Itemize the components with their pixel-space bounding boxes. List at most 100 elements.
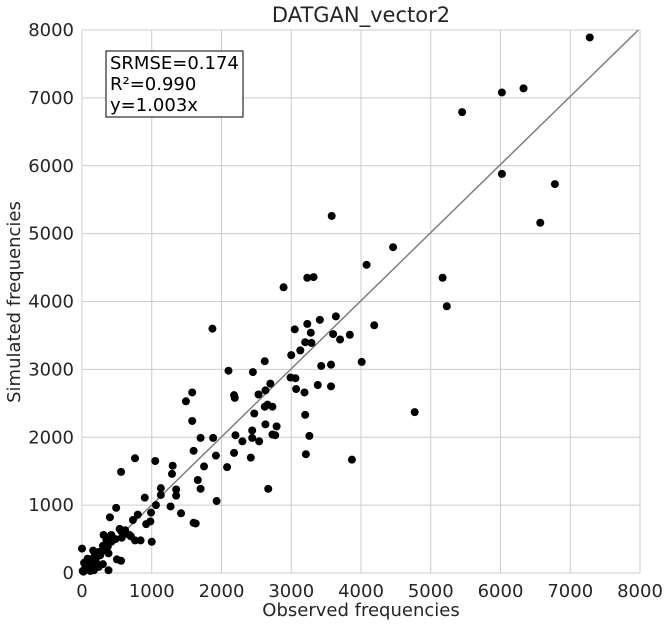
data-point-55 bbox=[261, 420, 270, 429]
x-tick-label-3: 3000 bbox=[268, 581, 314, 602]
data-point-95 bbox=[147, 508, 156, 517]
x-tick-label-1: 1000 bbox=[129, 581, 175, 602]
y-tick-label-0: 0 bbox=[63, 563, 74, 584]
data-point-24 bbox=[336, 335, 345, 344]
data-point-91 bbox=[191, 519, 200, 528]
data-point-15 bbox=[309, 273, 318, 282]
x-tick-label-7: 7000 bbox=[547, 581, 593, 602]
data-point-18 bbox=[303, 319, 312, 328]
data-point-80 bbox=[131, 454, 140, 463]
data-point-72 bbox=[347, 455, 356, 464]
data-point-83 bbox=[156, 490, 165, 499]
data-point-78 bbox=[167, 469, 176, 478]
data-point-33 bbox=[291, 374, 300, 383]
data-point-61 bbox=[255, 437, 264, 446]
data-point-100 bbox=[147, 537, 156, 546]
stat-srmse: SRMSE=0.174 bbox=[110, 53, 239, 74]
data-point-47 bbox=[188, 388, 197, 397]
data-point-82 bbox=[156, 484, 165, 493]
data-point-3 bbox=[458, 108, 467, 117]
data-point-16 bbox=[315, 315, 324, 324]
x-tick-label-5: 5000 bbox=[408, 581, 454, 602]
data-point-77 bbox=[168, 461, 177, 470]
data-point-81 bbox=[117, 467, 126, 476]
data-point-143 bbox=[104, 566, 113, 575]
data-point-11 bbox=[442, 302, 451, 311]
data-point-56 bbox=[272, 422, 281, 431]
data-point-112 bbox=[117, 533, 126, 542]
stats-box: SRMSE=0.174 R²=0.990 y=1.003x bbox=[105, 50, 244, 118]
x-tick-label-4: 4000 bbox=[338, 581, 384, 602]
data-point-62 bbox=[238, 437, 247, 446]
data-point-17 bbox=[331, 312, 340, 321]
data-point-94 bbox=[133, 510, 142, 519]
data-point-142 bbox=[78, 544, 86, 553]
data-point-54 bbox=[248, 426, 257, 435]
data-point-22 bbox=[329, 330, 338, 339]
data-point-144 bbox=[117, 556, 126, 565]
data-point-76 bbox=[193, 476, 202, 485]
chart-title: DATGAN_vector2 bbox=[272, 3, 450, 28]
data-point-110 bbox=[117, 526, 126, 535]
data-point-66 bbox=[196, 433, 205, 442]
y-tick-label-8: 8000 bbox=[28, 20, 74, 41]
data-point-37 bbox=[300, 388, 309, 397]
data-point-9 bbox=[362, 260, 371, 269]
data-point-36 bbox=[292, 385, 301, 394]
data-point-117 bbox=[107, 537, 116, 546]
data-point-4 bbox=[550, 180, 559, 189]
data-point-8 bbox=[389, 243, 398, 252]
data-point-46 bbox=[208, 324, 217, 333]
x-tick-label-0: 0 bbox=[76, 581, 87, 602]
y-tick-label-7: 7000 bbox=[28, 88, 74, 109]
y-axis-label: Simulated frequencies bbox=[4, 201, 25, 403]
x-tick-label-8: 8000 bbox=[617, 581, 663, 602]
data-point-106 bbox=[112, 503, 121, 512]
data-point-85 bbox=[172, 491, 181, 500]
y-tick-label-4: 4000 bbox=[28, 292, 74, 313]
data-point-89 bbox=[177, 509, 186, 518]
y-tick-label-2: 2000 bbox=[28, 427, 74, 448]
data-point-12 bbox=[410, 408, 419, 417]
data-point-49 bbox=[188, 416, 197, 425]
data-point-74 bbox=[223, 463, 232, 472]
data-point-35 bbox=[327, 382, 336, 391]
data-point-86 bbox=[196, 484, 205, 493]
data-point-84 bbox=[172, 485, 181, 494]
data-point-69 bbox=[230, 448, 239, 457]
data-point-147 bbox=[85, 555, 94, 564]
data-point-88 bbox=[166, 502, 175, 511]
x-tick-label-2: 2000 bbox=[199, 581, 245, 602]
data-point-65 bbox=[209, 433, 218, 442]
data-point-39 bbox=[260, 357, 269, 366]
data-point-26 bbox=[296, 346, 305, 355]
x-axis-label: Observed frequencies bbox=[262, 600, 459, 621]
data-point-73 bbox=[264, 484, 273, 493]
fit-line-group bbox=[81, 29, 639, 574]
y-tick-label-3: 3000 bbox=[28, 359, 74, 380]
data-point-50 bbox=[250, 409, 259, 418]
data-point-115 bbox=[99, 530, 108, 539]
data-point-38 bbox=[266, 379, 275, 388]
data-point-40 bbox=[248, 368, 257, 377]
fit-line bbox=[81, 29, 639, 574]
data-point-34 bbox=[313, 380, 322, 389]
stats-box-frame bbox=[105, 50, 244, 118]
y-tick-label-5: 5000 bbox=[28, 224, 74, 245]
data-point-60 bbox=[271, 431, 280, 440]
data-point-57 bbox=[301, 410, 310, 419]
data-point-42 bbox=[224, 366, 233, 375]
data-point-64 bbox=[231, 431, 240, 440]
data-point-146 bbox=[89, 546, 98, 555]
data-point-10 bbox=[438, 273, 447, 282]
data-point-68 bbox=[211, 451, 220, 460]
data-point-101 bbox=[128, 516, 137, 525]
data-point-20 bbox=[306, 328, 315, 337]
data-point-23 bbox=[345, 330, 354, 339]
data-point-48 bbox=[181, 397, 190, 406]
data-point-6 bbox=[536, 218, 545, 227]
y-tick-labels: 0 1000 2000 3000 4000 5000 6000 7000 8000 bbox=[28, 20, 74, 584]
data-point-27 bbox=[307, 338, 316, 347]
data-point-44 bbox=[254, 390, 263, 399]
